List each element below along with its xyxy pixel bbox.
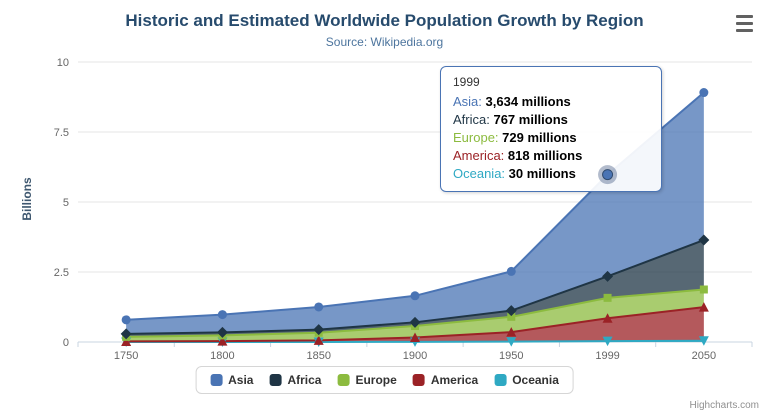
tooltip-row: Oceania: 30 millions xyxy=(453,165,649,183)
point-europe-1999[interactable] xyxy=(603,293,612,302)
x-axis-label: 1750 xyxy=(114,350,138,362)
tooltip-header: 1999 xyxy=(453,75,480,89)
tooltip-series-name: Africa: xyxy=(453,112,494,127)
point-europe-2050[interactable] xyxy=(699,285,708,294)
area-america[interactable] xyxy=(126,307,704,342)
x-axis-label: 1950 xyxy=(499,350,523,362)
point-europe-1950[interactable] xyxy=(507,312,516,321)
point-africa-1950[interactable] xyxy=(505,305,517,317)
x-axis-label: 1800 xyxy=(210,350,234,362)
point-africa-2050[interactable] xyxy=(698,234,710,246)
tooltip-row: Africa: 767 millions xyxy=(453,111,649,129)
x-axis-label: 1900 xyxy=(403,350,427,362)
y-axis-label: 7.5 xyxy=(54,127,69,139)
hamburger-icon-bar xyxy=(736,29,753,32)
tooltip-series-name: Asia: xyxy=(453,94,486,109)
point-oceania-1999[interactable] xyxy=(602,336,613,347)
point-asia-1900[interactable] xyxy=(410,291,420,301)
point-america-1999[interactable] xyxy=(602,313,613,323)
legend-item-america[interactable]: America xyxy=(412,373,479,387)
legend-swatch xyxy=(269,374,282,386)
tooltip: 1999 Asia: 3,634 millions Africa: 767 mil… xyxy=(440,66,662,192)
point-africa-1999[interactable] xyxy=(602,270,614,282)
area-africa[interactable] xyxy=(126,240,704,337)
legend: Asia Africa Europe America Oceania xyxy=(195,366,574,394)
tooltip-series-name: America: xyxy=(453,148,508,163)
y-axis-label: 0 xyxy=(63,337,69,349)
legend-label: Europe xyxy=(355,373,397,387)
legend-swatch xyxy=(337,374,350,386)
tooltip-row: Europe: 729 millions xyxy=(453,129,649,147)
point-africa-1800[interactable] xyxy=(216,326,228,338)
point-asia-2050[interactable] xyxy=(699,88,709,98)
tooltip-series-value: 767 millions xyxy=(493,112,568,127)
tooltip-series-value: 818 millions xyxy=(507,148,583,163)
point-oceania-2050[interactable] xyxy=(698,336,709,346)
point-africa-1900[interactable] xyxy=(409,316,421,328)
point-africa-1750[interactable] xyxy=(120,328,132,340)
legend-label: Africa xyxy=(287,373,322,387)
y-axis-label: 2.5 xyxy=(54,267,69,279)
point-america-2050[interactable] xyxy=(698,302,709,312)
point-africa-1850[interactable] xyxy=(313,324,325,336)
tooltip-series-value: 30 millions xyxy=(508,166,576,181)
tooltip-rows: Asia: 3,634 millions Africa: 767 millions… xyxy=(453,93,649,183)
tooltip-series-name: Europe: xyxy=(453,130,503,145)
point-america-1750[interactable] xyxy=(121,336,132,346)
chart-title: Historic and Estimated Worldwide Populat… xyxy=(125,11,644,30)
tooltip-row: Asia: 3,634 millions xyxy=(453,93,649,111)
point-america-1850[interactable] xyxy=(313,335,324,345)
x-axis-label: 2050 xyxy=(692,350,716,362)
point-asia-1750[interactable] xyxy=(121,315,131,325)
tooltip-row: America: 818 millions xyxy=(453,147,649,165)
credits-link[interactable]: Highcharts.com xyxy=(689,400,759,411)
tooltip-series-value: 3,634 millions xyxy=(485,94,571,109)
legend-item-oceania[interactable]: Oceania xyxy=(494,373,559,387)
legend-label: Oceania xyxy=(512,373,559,387)
point-asia-1950[interactable] xyxy=(506,266,516,276)
legend-swatch xyxy=(494,374,507,386)
point-america-1950[interactable] xyxy=(506,327,517,337)
legend-item-asia[interactable]: Asia xyxy=(210,373,253,387)
x-axis-label: 1999 xyxy=(595,350,619,362)
chart-subtitle: Source: Wikipedia.org xyxy=(325,35,444,49)
legend-swatch xyxy=(210,374,223,386)
tooltip-series-name: Oceania: xyxy=(453,166,509,181)
y-axis-label: 10 xyxy=(57,57,69,69)
legend-swatch xyxy=(412,374,425,386)
tooltip-series-value: 729 millions xyxy=(502,130,577,145)
legend-label: America xyxy=(430,373,479,387)
hamburger-icon-bar xyxy=(736,15,753,18)
point-asia-1850[interactable] xyxy=(314,302,324,312)
legend-label: Asia xyxy=(228,373,254,387)
y-axis-label: 5 xyxy=(63,197,69,209)
legend-item-africa[interactable]: Africa xyxy=(269,373,321,387)
area-asia[interactable] xyxy=(126,92,704,334)
hamburger-icon-bar xyxy=(736,22,753,25)
point-oceania-1950[interactable] xyxy=(506,337,517,347)
point-asia-1800[interactable] xyxy=(217,310,227,320)
context-menu-button[interactable] xyxy=(736,15,757,32)
x-axis-label: 1850 xyxy=(306,350,330,362)
point-america-1800[interactable] xyxy=(217,336,228,346)
legend-item-europe[interactable]: Europe xyxy=(337,373,397,387)
point-america-1900[interactable] xyxy=(410,332,420,342)
